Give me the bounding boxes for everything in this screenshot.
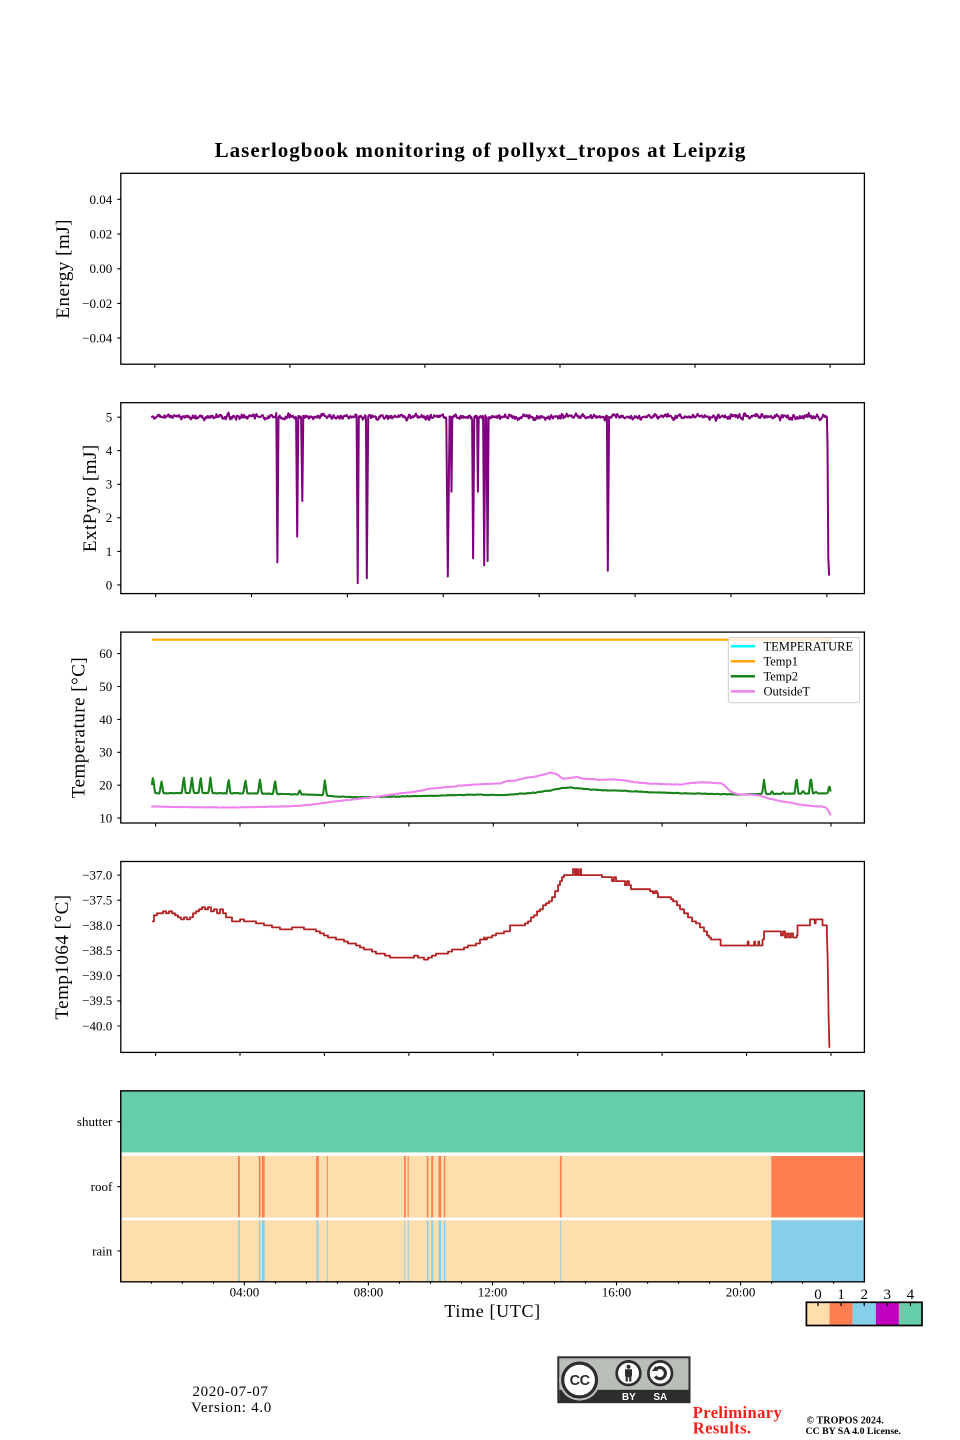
svg-text:Temp1: Temp1 bbox=[764, 655, 799, 669]
svg-text:0.00: 0.00 bbox=[90, 261, 113, 276]
svg-text:1: 1 bbox=[106, 544, 113, 559]
svg-text:Temp1064 [°C]: Temp1064 [°C] bbox=[52, 894, 73, 1019]
svg-text:OutsideT: OutsideT bbox=[764, 685, 811, 699]
svg-text:0.04: 0.04 bbox=[90, 192, 113, 207]
svg-text:CC BY SA 4.0 License.: CC BY SA 4.0 License. bbox=[806, 1426, 902, 1437]
svg-text:2020-07-07: 2020-07-07 bbox=[193, 1384, 269, 1400]
svg-text:30: 30 bbox=[99, 745, 112, 760]
svg-text:Preliminary: Preliminary bbox=[693, 1403, 783, 1422]
svg-text:CC: CC bbox=[570, 1373, 591, 1389]
svg-text:40: 40 bbox=[99, 712, 112, 727]
svg-text:ExtPyro [mJ]: ExtPyro [mJ] bbox=[80, 444, 101, 552]
svg-text:TEMPERATURE: TEMPERATURE bbox=[764, 640, 854, 654]
svg-text:16:00: 16:00 bbox=[602, 1285, 632, 1300]
svg-text:4: 4 bbox=[106, 443, 113, 458]
svg-text:© TROPOS 2024.: © TROPOS 2024. bbox=[807, 1416, 885, 1427]
svg-text:2: 2 bbox=[106, 510, 113, 525]
svg-text:Time [UTC]: Time [UTC] bbox=[444, 1301, 540, 1321]
svg-text:Temperature [°C]: Temperature [°C] bbox=[69, 657, 90, 798]
svg-text:Temp2: Temp2 bbox=[764, 670, 799, 684]
svg-text:−37.5: −37.5 bbox=[82, 893, 112, 908]
svg-text:2: 2 bbox=[860, 1287, 868, 1303]
svg-text:3: 3 bbox=[106, 477, 113, 492]
svg-text:12:00: 12:00 bbox=[478, 1285, 508, 1300]
svg-text:0.02: 0.02 bbox=[90, 227, 113, 242]
svg-text:20:00: 20:00 bbox=[726, 1285, 756, 1300]
svg-text:Laserlogbook monitoring of pol: Laserlogbook monitoring of pollyxt_tropo… bbox=[215, 138, 747, 162]
svg-text:4: 4 bbox=[907, 1287, 915, 1303]
svg-text:shutter: shutter bbox=[77, 1114, 113, 1129]
svg-text:04:00: 04:00 bbox=[230, 1285, 260, 1300]
svg-text:3: 3 bbox=[884, 1287, 892, 1303]
svg-text:08:00: 08:00 bbox=[354, 1285, 384, 1300]
svg-text:Energy [mJ]: Energy [mJ] bbox=[53, 219, 74, 319]
svg-text:BY: BY bbox=[622, 1392, 636, 1403]
svg-text:−0.04: −0.04 bbox=[82, 331, 113, 346]
svg-text:rain: rain bbox=[92, 1244, 113, 1259]
svg-text:20: 20 bbox=[99, 778, 112, 793]
svg-text:−38.0: −38.0 bbox=[82, 918, 112, 933]
svg-text:0: 0 bbox=[814, 1287, 822, 1303]
svg-text:−0.02: −0.02 bbox=[82, 296, 112, 311]
svg-text:−39.5: −39.5 bbox=[82, 993, 112, 1008]
svg-text:Results.: Results. bbox=[693, 1418, 752, 1437]
svg-text:−37.0: −37.0 bbox=[82, 868, 112, 883]
svg-text:60: 60 bbox=[99, 646, 112, 661]
svg-text:10: 10 bbox=[99, 811, 112, 826]
svg-text:1: 1 bbox=[837, 1287, 845, 1303]
svg-text:5: 5 bbox=[106, 410, 113, 425]
svg-text:−39.0: −39.0 bbox=[82, 968, 112, 983]
svg-text:50: 50 bbox=[99, 679, 112, 694]
svg-text:Version: 4.0: Version: 4.0 bbox=[191, 1400, 272, 1416]
svg-text:−38.5: −38.5 bbox=[82, 943, 112, 958]
svg-text:SA: SA bbox=[653, 1392, 667, 1403]
svg-text:roof: roof bbox=[91, 1179, 113, 1194]
svg-text:0: 0 bbox=[106, 577, 113, 592]
svg-text:−40.0: −40.0 bbox=[82, 1018, 112, 1033]
